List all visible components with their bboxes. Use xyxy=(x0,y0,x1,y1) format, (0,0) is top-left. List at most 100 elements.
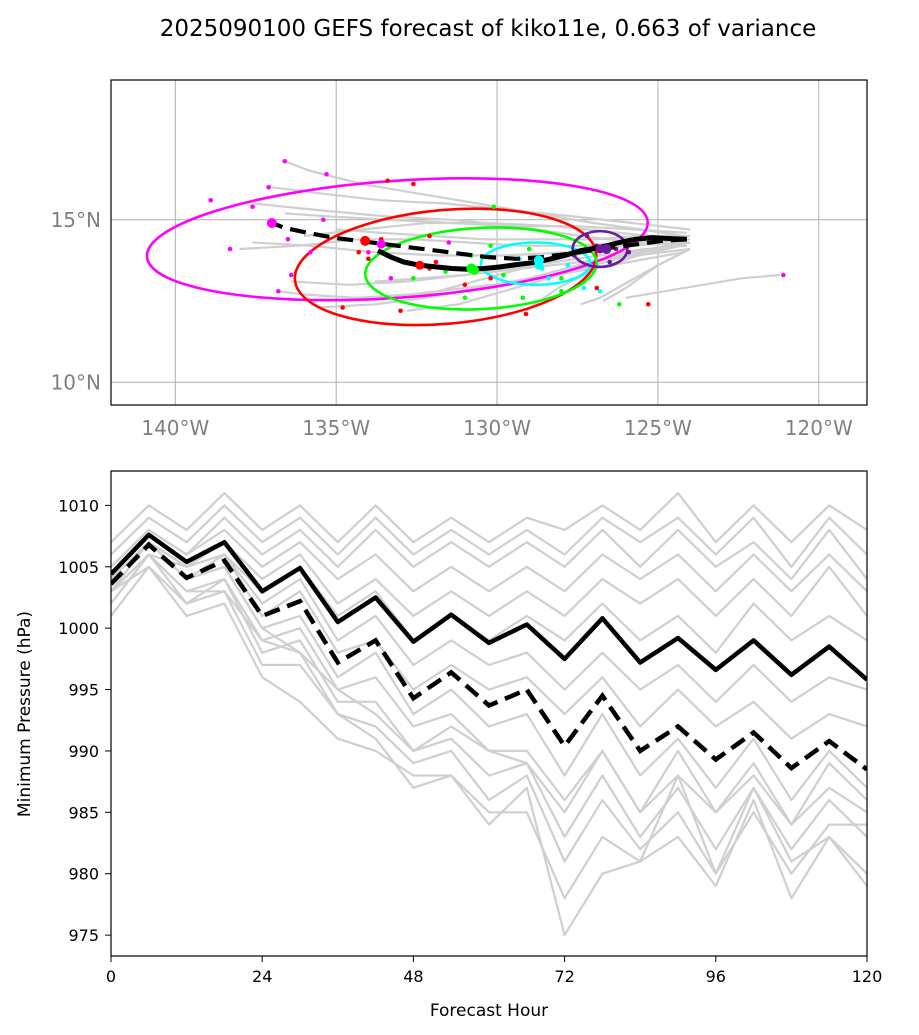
control-position-marker xyxy=(266,218,277,228)
map-lon-tick-label: 125°W xyxy=(624,416,692,440)
member-position-dot xyxy=(208,197,214,203)
forecast-position-markers xyxy=(266,218,612,275)
member-position-dot xyxy=(388,275,394,281)
map-lon-tick-label: 120°W xyxy=(785,416,853,440)
member-pressure-line xyxy=(111,516,867,581)
member-position-dot xyxy=(597,288,603,294)
member-pressure-line xyxy=(111,504,867,568)
member-position-dot xyxy=(385,178,390,184)
member-position-dot xyxy=(520,295,526,301)
map-lon-tick-label: 130°W xyxy=(463,416,531,440)
control-position-marker xyxy=(601,244,612,254)
map-lat-tick-label: 15°N xyxy=(51,208,101,232)
member-position-dot xyxy=(411,181,416,187)
member-position-dot xyxy=(559,275,564,281)
member-position-dot xyxy=(427,233,432,239)
member-position-dot xyxy=(308,249,313,255)
ensemble-pressure-lines xyxy=(111,532,867,772)
member-track xyxy=(374,244,687,283)
member-position-dot xyxy=(616,301,622,307)
y-tick-label: 975 xyxy=(68,926,99,945)
member-position-dot xyxy=(433,259,439,265)
member-position-dot xyxy=(781,272,786,278)
map-tick-labels: 140°W 135°W 130°W 125°W 120°W 10°N 15°N xyxy=(51,208,853,440)
member-position-dot xyxy=(398,308,403,314)
member-position-dot xyxy=(411,275,416,281)
member-position-dot xyxy=(356,249,362,255)
x-tick-label: 96 xyxy=(706,967,726,986)
member-pressure-line xyxy=(111,541,867,740)
member-position-dot xyxy=(488,243,493,249)
uncertainty-ellipse xyxy=(145,177,649,302)
uncertainty-ellipse xyxy=(479,241,592,287)
member-position-dot xyxy=(443,269,448,275)
member-track xyxy=(336,228,691,241)
member-position-dots xyxy=(208,158,786,317)
map-lon-tick-label: 135°W xyxy=(302,416,370,440)
member-position-dot xyxy=(462,282,468,288)
mean-position-marker xyxy=(595,244,605,254)
member-pressure-line xyxy=(111,565,867,900)
mean-position-marker xyxy=(470,265,480,275)
member-position-dot xyxy=(581,285,587,291)
member-position-dot xyxy=(607,259,612,265)
member-position-dot xyxy=(626,249,632,255)
x-tick-label: 72 xyxy=(554,967,574,986)
pressure-plot-area xyxy=(111,492,867,937)
member-pressure-line xyxy=(111,553,867,937)
control-pressure-line xyxy=(111,541,867,772)
track-map-plot-area xyxy=(111,80,867,405)
y-axis-label: Minimum Pressure (hPa) xyxy=(15,611,35,817)
member-position-dot xyxy=(366,249,371,255)
member-position-dot xyxy=(321,217,326,223)
y-tick-label: 985 xyxy=(68,803,99,822)
y-tick-label: 980 xyxy=(68,865,99,884)
member-position-dot xyxy=(324,171,329,177)
member-pressure-line xyxy=(111,492,867,544)
pressure-axis-ticks: 0 24 48 72 96 120 975 980 985 990 995 1000 1005 1010 xyxy=(58,496,882,986)
member-pressure-line xyxy=(111,541,867,617)
map-lat-tick-label: 10°N xyxy=(51,370,101,394)
member-pressure-lines xyxy=(111,492,867,937)
member-track xyxy=(316,241,687,309)
x-tick-label: 48 xyxy=(403,967,423,986)
member-position-dot xyxy=(250,204,255,210)
member-pressure-line xyxy=(111,553,867,875)
pressure-plot-frame xyxy=(110,470,868,957)
uncertainty-ellipse xyxy=(571,229,629,269)
member-position-dot xyxy=(501,272,506,278)
member-position-dot xyxy=(559,288,564,294)
member-position-dot xyxy=(488,275,493,281)
y-tick-label: 990 xyxy=(68,742,99,761)
member-position-dot xyxy=(584,233,590,239)
y-tick-label: 1000 xyxy=(58,619,99,638)
member-track xyxy=(284,212,687,234)
member-track xyxy=(602,248,691,302)
member-position-dot xyxy=(227,246,233,252)
member-position-dot xyxy=(366,256,371,262)
x-tick-label: 24 xyxy=(252,967,272,986)
member-position-dot xyxy=(288,272,294,278)
member-position-dot xyxy=(526,246,532,252)
member-position-dot xyxy=(275,288,281,294)
member-position-dot xyxy=(446,240,452,245)
map-lon-tick-label: 140°W xyxy=(141,416,209,440)
mean-position-marker xyxy=(534,260,544,270)
member-position-dot xyxy=(546,275,551,281)
x-tick-label: 120 xyxy=(852,967,883,986)
member-position-dot xyxy=(565,262,571,268)
control-position-marker xyxy=(360,235,371,246)
member-position-dot xyxy=(340,305,345,310)
x-tick-label: 0 xyxy=(106,967,116,986)
control-track xyxy=(271,221,687,261)
member-pressure-line xyxy=(111,541,867,826)
track-map-panel: 140°W 135°W 130°W 125°W 120°W 10°N 15°N xyxy=(51,79,868,440)
mean-position-marker xyxy=(415,260,425,270)
member-pressure-line xyxy=(111,528,867,593)
uncertainty-ellipses xyxy=(145,177,649,327)
y-tick-label: 1010 xyxy=(58,496,99,515)
member-position-dot xyxy=(266,184,271,190)
x-axis-label: Forecast Hour xyxy=(430,1001,548,1021)
member-pressure-line xyxy=(111,553,867,703)
